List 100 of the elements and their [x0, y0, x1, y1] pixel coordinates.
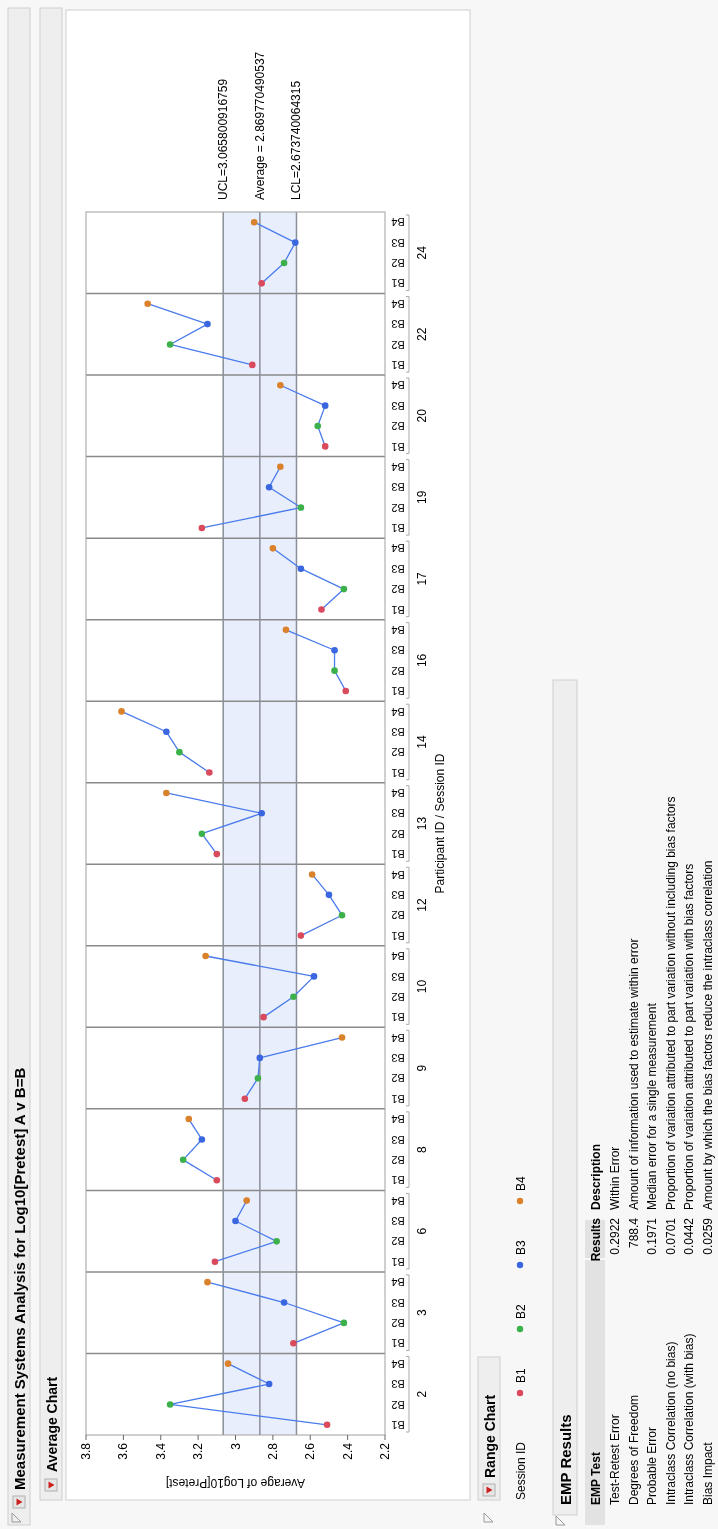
point: [325, 891, 333, 899]
text: B3: [514, 1240, 528, 1255]
data-label: 0.2922: [608, 1217, 622, 1255]
point: [297, 565, 305, 573]
y-tick-label: B1: [391, 1092, 405, 1105]
text: 3: [415, 1309, 429, 1317]
point: [241, 1095, 249, 1102]
text: 19: [415, 490, 429, 505]
y-tick-label: B3: [391, 1296, 405, 1309]
y-tick-label: B4: [391, 868, 405, 881]
data-label: 0.0259: [701, 1217, 715, 1255]
data-label: 0.0701: [663, 1217, 678, 1255]
y-tick-label: B2: [391, 909, 405, 922]
x-tick-label: 2.2: [378, 1442, 392, 1460]
point: [340, 585, 348, 593]
y-tick-label: B3: [391, 1378, 405, 1391]
point: [282, 626, 290, 634]
y-tick-label: B3: [391, 1133, 405, 1146]
y-tick-label: B2: [391, 1153, 405, 1166]
point: [290, 1339, 297, 1347]
point: [280, 259, 288, 267]
point: [198, 1136, 206, 1143]
x-tick-label: 3.4: [153, 1442, 168, 1460]
point: [331, 667, 338, 674]
text: Average Chart: [44, 1376, 60, 1472]
y-tick-label: B1: [391, 766, 405, 779]
y-tick-label: B2: [391, 257, 405, 270]
text: Amount by which the bias factors reduce the intraclass correlation: [701, 860, 715, 1210]
text: B2: [514, 1304, 528, 1319]
point: [342, 687, 350, 695]
y-tick-label: B1: [391, 848, 405, 861]
point: [277, 381, 284, 389]
x-tick-label: 2.8: [265, 1442, 280, 1460]
y-tick-label: B2: [391, 1317, 405, 1330]
point: [166, 341, 174, 348]
x-tick-label: 3: [228, 1442, 243, 1450]
point: [166, 1401, 174, 1408]
y-tick-label: B2: [391, 1072, 405, 1085]
text: 12: [415, 898, 429, 912]
data-label: 788.4: [626, 1217, 641, 1249]
legend-title: Session ID: [514, 1441, 528, 1500]
y-tick-label: B1: [391, 359, 405, 372]
y-tick-label: B2: [391, 583, 405, 596]
point: [206, 769, 213, 776]
point: [269, 545, 277, 552]
y-tick-label: B4: [391, 460, 405, 473]
y-tick-label: B4: [391, 624, 405, 637]
y-tick-label: B3: [391, 562, 405, 575]
ref-line-label: UCL=3.065800916759: [216, 78, 231, 200]
y-tick-label: B3: [391, 236, 405, 249]
y-tick-label: B1: [391, 1255, 405, 1268]
y-tick-label: B3: [391, 481, 405, 494]
point: [204, 320, 211, 328]
point: [232, 1217, 239, 1225]
point: [308, 871, 316, 878]
point: [224, 1360, 232, 1367]
text: 24: [415, 245, 429, 260]
text: 17: [415, 571, 429, 586]
y-tick-label: B2: [391, 501, 405, 514]
point: [273, 1238, 280, 1245]
y-tick-label: B1: [391, 1011, 405, 1024]
y-tick-label: B4: [391, 1194, 405, 1207]
category-label: Probable Error: [645, 1426, 660, 1505]
y-tick-label: B3: [391, 644, 405, 657]
category-label: Degrees of Freedom: [626, 1394, 641, 1505]
point: [310, 973, 318, 980]
text: B4: [514, 1176, 528, 1191]
category-label: Intraclass Correlation (with bias): [682, 1333, 697, 1505]
y-tick-label: B4: [391, 379, 405, 392]
y-axis-title: Participant ID / Session ID: [433, 753, 447, 894]
point: [198, 830, 206, 837]
point: [265, 483, 273, 491]
point: [297, 504, 305, 511]
y-tick-label: B4: [391, 705, 405, 718]
point: [118, 708, 125, 715]
y-tick-label: B2: [391, 990, 405, 1003]
y-tick-label: B3: [391, 1052, 405, 1065]
text: Measurement Systems Analysis for Log10[Pretest] A v B=B: [11, 1067, 28, 1490]
point: [258, 280, 265, 287]
text: 16: [415, 653, 429, 668]
point: [297, 932, 305, 939]
x-tick-label: 3.6: [116, 1442, 131, 1460]
text: 22: [415, 327, 429, 341]
text: Description: [589, 1143, 603, 1210]
text: 13: [415, 816, 429, 831]
y-tick-label: B1: [391, 603, 405, 616]
y-tick-label: B2: [391, 1398, 405, 1411]
y-tick-label: B3: [391, 399, 405, 412]
y-tick-label: B1: [391, 1418, 405, 1431]
text: EMP Test: [589, 1452, 603, 1505]
y-tick-label: B2: [391, 746, 405, 759]
text: Proportion of variation attributed to part variation without including bias factors: [663, 796, 678, 1210]
y-tick-label: B2: [391, 664, 405, 677]
y-tick-label: B1: [391, 1337, 405, 1350]
text: 14: [415, 734, 429, 749]
text: Results: [589, 1217, 603, 1262]
y-tick-label: B3: [391, 725, 405, 738]
point: [314, 422, 322, 430]
point: [277, 463, 284, 471]
point: [258, 810, 265, 817]
